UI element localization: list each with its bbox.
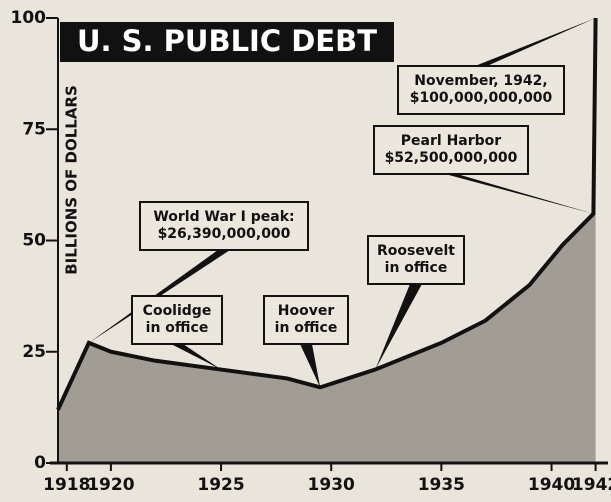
y-tick-label: 100: [11, 8, 47, 28]
callout-text: Roosevelt: [377, 243, 455, 259]
x-tick-label: 1930: [308, 475, 355, 495]
callout-text: Hoover: [278, 303, 335, 319]
y-axis-label: BILLIONS OF DOLLARS: [63, 85, 81, 275]
chart: U. S. PUBLIC DEBT BILLIONS OF DOLLARS 0 2…: [0, 0, 611, 502]
callout-text: $26,390,000,000: [158, 226, 291, 242]
y-tick-label: 50: [22, 231, 46, 251]
x-tick-label: 1920: [87, 475, 134, 495]
callout-text: in office: [385, 260, 448, 276]
callout-text: November, 1942,: [414, 73, 547, 89]
chart-title: U. S. PUBLIC DEBT: [77, 24, 377, 58]
callout-text: in office: [275, 320, 338, 336]
callout-text: Coolidge: [143, 303, 212, 319]
callout-text: in office: [146, 320, 209, 336]
callout-text: World War I peak:: [153, 209, 294, 225]
x-tick-label: 1940: [528, 475, 575, 495]
callout-text: Pearl Harbor: [401, 133, 501, 149]
x-tick-label: 1935: [418, 475, 465, 495]
x-tick-label: 1918: [43, 475, 90, 495]
callout-text: $100,000,000,000: [410, 90, 553, 106]
y-tick-label: 75: [22, 119, 46, 139]
y-tick-label: 25: [22, 342, 46, 362]
x-tick-label: 1925: [197, 475, 244, 495]
callout-text: $52,500,000,000: [385, 150, 518, 166]
y-tick-label: 0: [34, 453, 46, 473]
x-tick-label: 1942: [572, 475, 611, 495]
